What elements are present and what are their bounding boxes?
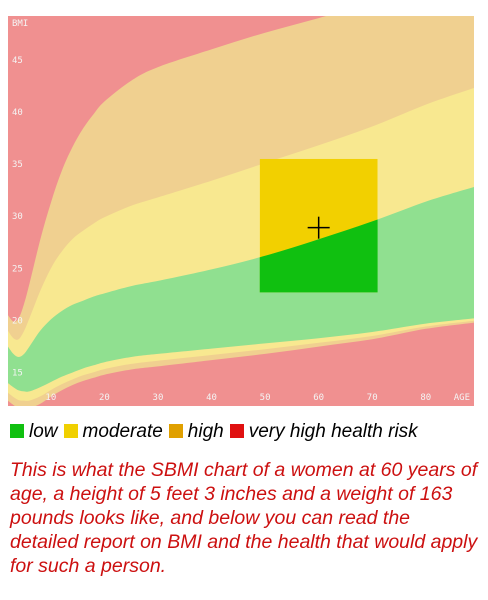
y-axis-label: BMI bbox=[12, 19, 28, 29]
y-tick-label: 20 bbox=[12, 316, 23, 326]
y-tick-label: 25 bbox=[12, 264, 23, 274]
chart-description: This is what the SBMI chart of a women a… bbox=[10, 459, 478, 577]
legend-swatch bbox=[10, 424, 24, 438]
legend-label: moderate bbox=[82, 421, 163, 442]
y-tick-label: 40 bbox=[12, 108, 23, 118]
x-tick-label: 10 bbox=[45, 393, 56, 403]
marker-layer bbox=[307, 216, 330, 239]
legend-label: low bbox=[29, 421, 58, 442]
x-axis-label: AGE bbox=[454, 393, 470, 403]
y-tick-label: 15 bbox=[12, 369, 23, 379]
legend-swatch bbox=[229, 424, 244, 438]
chart-svg: BMI 15 20 25 30 35 40 45 10 20 30 40 50 60 70 80 AGE bbox=[8, 0, 474, 409]
legend-item: very high health risk bbox=[229, 421, 418, 442]
chart-bands bbox=[8, 0, 474, 409]
y-tick-label: 30 bbox=[12, 212, 23, 222]
legend-item: low bbox=[10, 421, 58, 442]
marker-cross bbox=[307, 216, 330, 239]
legend: low moderate high very high health risk bbox=[10, 421, 424, 443]
sbmi-chart: BMI 15 20 25 30 35 40 45 10 20 30 40 50 60 70 80 AGE bbox=[8, 0, 474, 409]
tick-labels: BMI 15 20 25 30 35 40 45 10 20 30 40 50 60 70 80 AGE bbox=[12, 19, 470, 403]
x-tick-label: 30 bbox=[153, 393, 164, 403]
x-tick-label: 80 bbox=[420, 393, 431, 403]
x-tick-label: 60 bbox=[313, 393, 324, 403]
x-tick-label: 50 bbox=[260, 393, 271, 403]
y-tick-label: 45 bbox=[12, 56, 23, 66]
legend-label: very high health risk bbox=[248, 421, 418, 442]
x-tick-label: 70 bbox=[367, 393, 378, 403]
legend-item: high bbox=[168, 421, 224, 442]
legend-swatch bbox=[63, 424, 78, 438]
legend-swatch bbox=[168, 424, 183, 438]
x-tick-label: 20 bbox=[99, 393, 110, 403]
legend-label: high bbox=[187, 421, 224, 442]
x-tick-label: 40 bbox=[206, 393, 217, 403]
y-tick-label: 35 bbox=[12, 160, 23, 170]
legend-item: moderate bbox=[63, 421, 163, 442]
highlight-low bbox=[259, 219, 378, 293]
